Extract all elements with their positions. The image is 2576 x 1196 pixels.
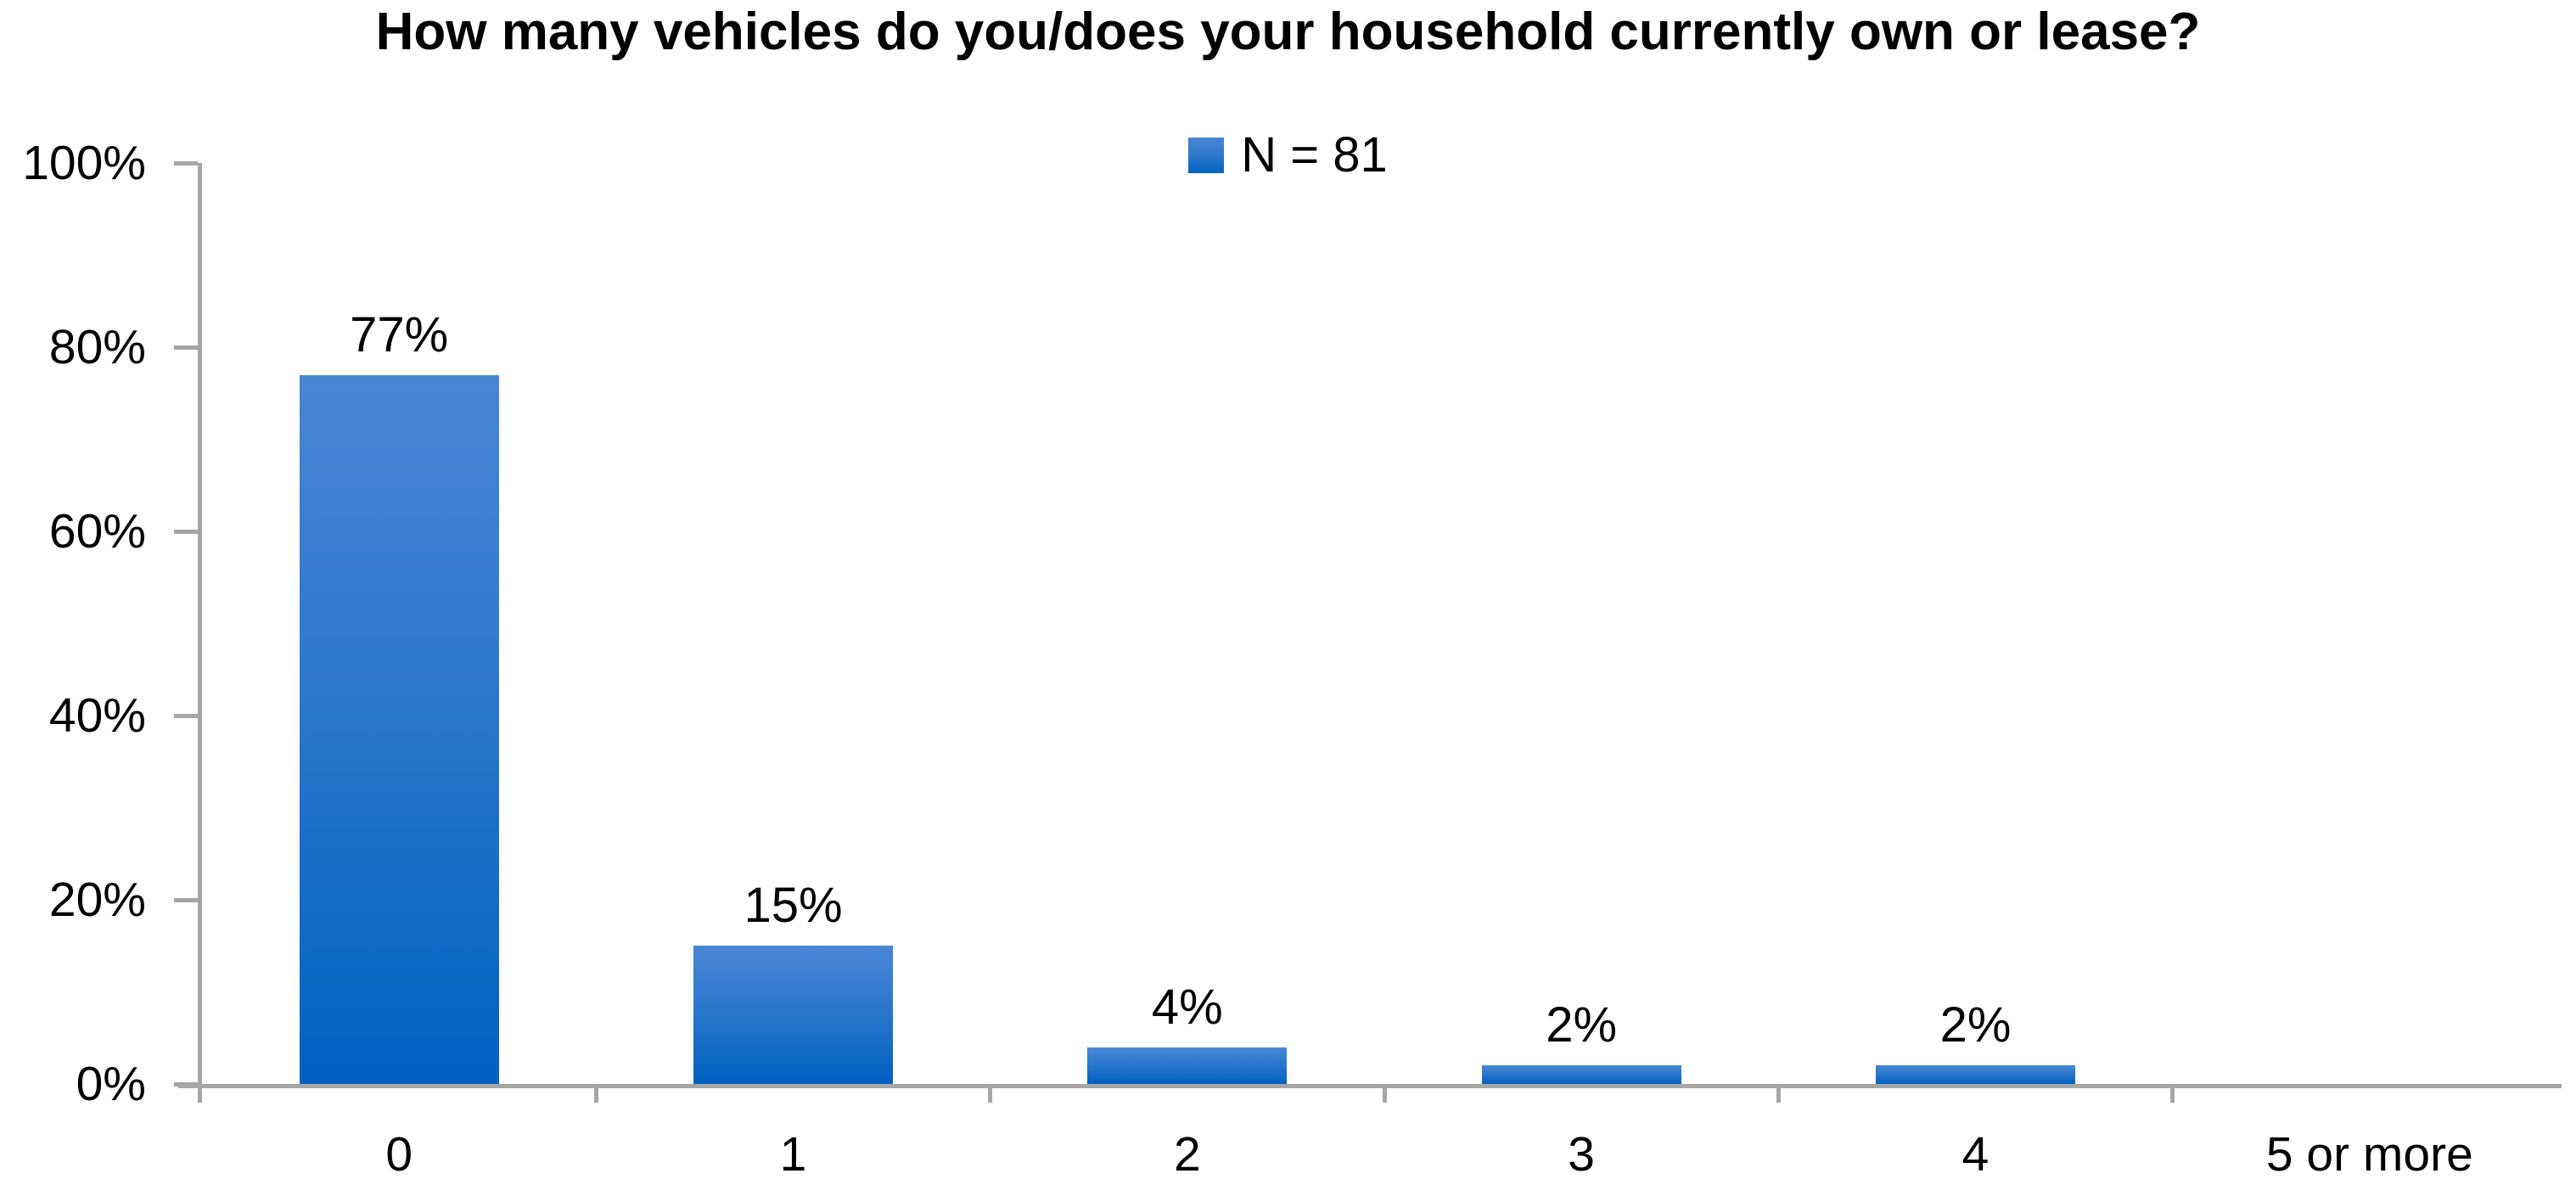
bar-series: 77% 15% 4% 2% 2%: [202, 163, 2567, 1084]
plot-area: 0% 20% 40% 60% 80% 100% 77% 15% 4% 2% 2% 0 1 2 3 4 5 o…: [22, 138, 2567, 1181]
y-axis-tick-label: 100%: [22, 135, 146, 190]
legend: N = 81: [0, 131, 2576, 180]
y-axis-tick: [174, 345, 198, 350]
bar-data-label: 15%: [744, 878, 843, 934]
bar-slot-3: 2%: [1384, 163, 1778, 1084]
x-axis-tick: [988, 1084, 993, 1103]
chart-title: How many vehicles do you/does your house…: [375, 3, 2201, 61]
bar-slot-5-or-more: [2173, 163, 2567, 1084]
y-axis-tick-label: 80%: [48, 319, 146, 374]
y-axis-line: [198, 163, 202, 1103]
y-axis-tick: [174, 529, 198, 534]
legend-series-swatch: [1188, 138, 1225, 173]
bar: [693, 946, 893, 1084]
x-axis-category-label: 4: [1961, 1127, 1990, 1182]
x-axis-category-label: 1: [779, 1127, 807, 1182]
y-axis-tick-label: 40%: [48, 688, 146, 743]
bar-slot-1: 15%: [596, 163, 990, 1084]
y-axis-tick-label: 0%: [76, 1056, 146, 1111]
bar: [1087, 1047, 1288, 1084]
y-axis-tick-label: 20%: [48, 872, 146, 927]
bar-data-label: 77%: [350, 306, 449, 362]
bar: [299, 374, 499, 1084]
x-axis-category-label: 2: [1173, 1127, 1201, 1182]
bar-data-label: 4%: [1151, 979, 1223, 1035]
bar-data-label: 2%: [1546, 997, 1618, 1053]
x-axis-tick: [1382, 1084, 1387, 1103]
x-axis-labels: 0 1 2 3 4 5 or more: [202, 1128, 2567, 1182]
x-axis-category-label: 3: [1568, 1127, 1595, 1182]
bar: [1875, 1065, 2075, 1084]
legend-series-label: N = 81: [1241, 127, 1388, 182]
y-axis-tick: [174, 713, 198, 718]
x-axis-tick: [1776, 1084, 1781, 1103]
y-axis-tick: [174, 160, 198, 166]
x-axis-category-label: 0: [385, 1127, 413, 1182]
y-axis-tick: [174, 1081, 198, 1087]
x-axis-tick: [2170, 1084, 2175, 1103]
x-axis-tick: [593, 1084, 598, 1103]
y-axis-tick: [174, 897, 198, 902]
bar: [1481, 1065, 1681, 1084]
bar-data-label: 2%: [1939, 997, 2012, 1053]
y-axis-tick-label: 60%: [48, 503, 146, 559]
x-axis-category-label: 5 or more: [2265, 1127, 2473, 1182]
bar-slot-0: 77%: [202, 163, 596, 1084]
x-axis-line: [178, 1084, 2562, 1088]
bar-slot-4: 2%: [1778, 163, 2172, 1084]
bar-slot-2: 4%: [991, 163, 1384, 1084]
